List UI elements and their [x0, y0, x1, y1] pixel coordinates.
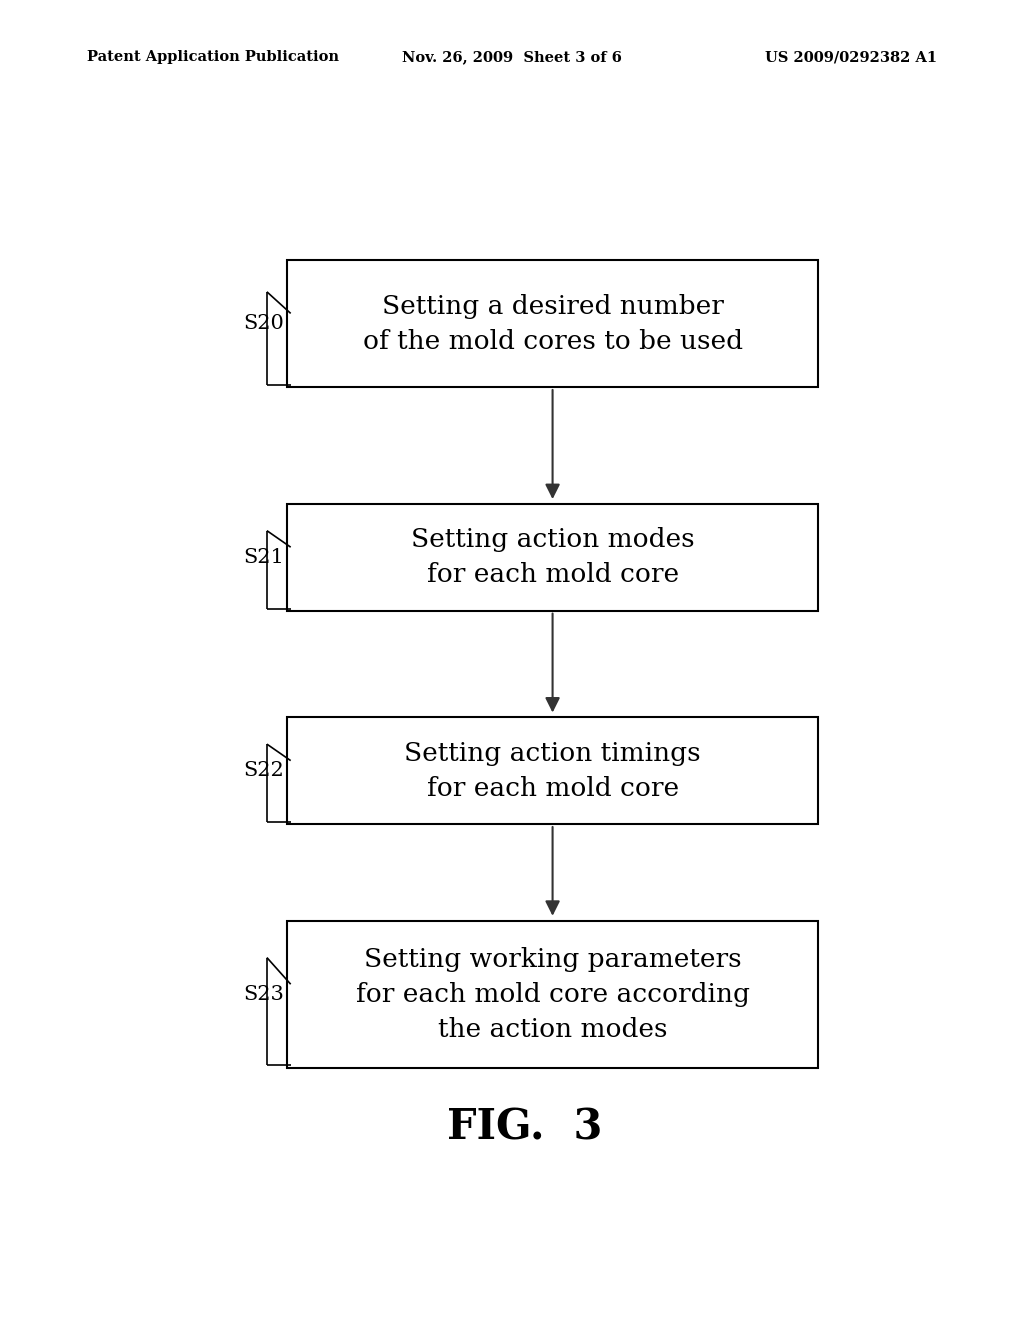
Bar	[287, 504, 818, 611]
Text: Setting working parameters
for each mold core according
the action modes: Setting working parameters for each mold…	[355, 946, 750, 1041]
Text: Nov. 26, 2009  Sheet 3 of 6: Nov. 26, 2009 Sheet 3 of 6	[402, 50, 622, 65]
Text: Setting action timings
for each mold core: Setting action timings for each mold cor…	[404, 741, 700, 801]
Text: Patent Application Publication: Patent Application Publication	[87, 50, 339, 65]
Bar	[287, 260, 818, 387]
Text: US 2009/0292382 A1: US 2009/0292382 A1	[765, 50, 937, 65]
Text: Setting a desired number
of the mold cores to be used: Setting a desired number of the mold cor…	[362, 293, 742, 354]
Text: S23: S23	[243, 985, 284, 1005]
Text: S21: S21	[243, 548, 284, 566]
Text: S22: S22	[243, 762, 284, 780]
Text: FIG.  3: FIG. 3	[447, 1106, 602, 1148]
Bar	[287, 921, 818, 1068]
Text: Setting action modes
for each mold core: Setting action modes for each mold core	[411, 527, 694, 587]
Bar	[287, 718, 818, 824]
Text: S20: S20	[243, 314, 284, 333]
